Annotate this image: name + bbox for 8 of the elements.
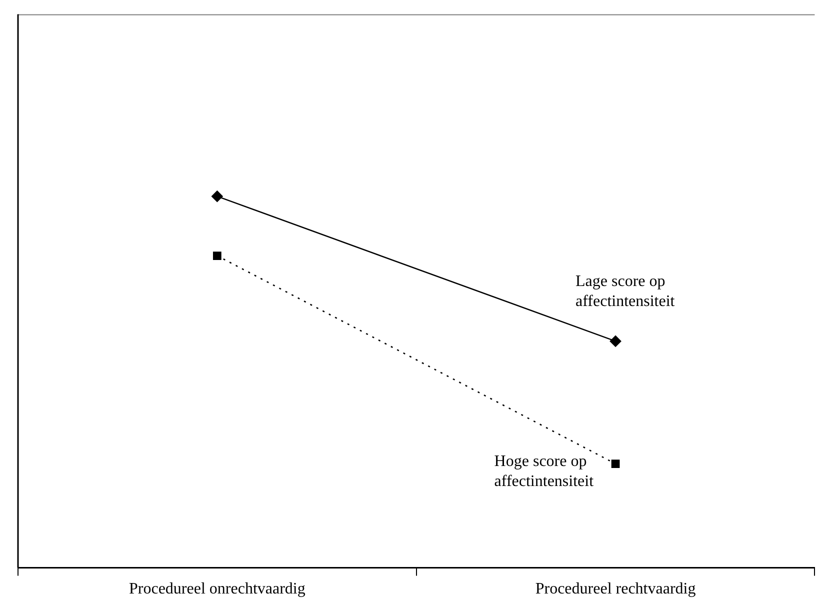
x-tick-label: Procedureel rechtvaardig [535, 580, 696, 598]
x-tick-label: Procedureel onrechtvaardig [128, 580, 306, 598]
series-label: Hoge score op affectintensiteit [494, 452, 594, 490]
series-label: Lage score op affectintensiteit [576, 273, 676, 310]
point [611, 460, 620, 468]
point [212, 190, 223, 202]
point [212, 252, 222, 260]
point [610, 336, 622, 347]
